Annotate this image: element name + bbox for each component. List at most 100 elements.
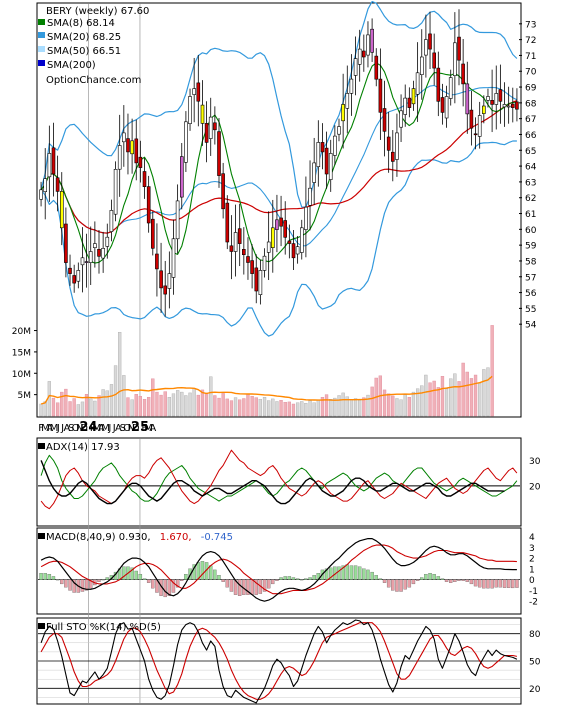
volume-bar [424,374,428,417]
macd-histogram-bar [498,579,503,588]
price-tick-label: 56 [525,289,537,299]
volume-bars [39,325,494,417]
macd-histogram-bar [399,579,403,592]
volume-bar [56,402,60,417]
sto-tick-label: 50 [529,658,541,668]
volume-bar [312,402,316,417]
price-tick-label: 58 [525,257,537,267]
price-tick-label: 69 [525,84,537,94]
volume-tick-label: 15M [12,348,31,358]
price-tick-label: 65 [525,147,536,157]
price-tick-label: 61 [525,210,536,220]
candle-body [370,28,374,53]
candle-body [200,104,205,124]
macd-histogram-bar [403,579,407,590]
volume-bar [246,393,250,417]
candle-body [481,105,486,114]
candle-body [229,245,234,252]
macd-histogram-bar [130,567,134,580]
price-tick-label: 64 [525,163,537,173]
macd-histogram-bar [511,579,515,589]
candle-body [448,77,453,99]
macd-histogram-bar [138,574,143,580]
adx-panel-frame [36,437,522,527]
volume-bar [167,397,171,417]
x-axis-label: M [101,423,110,434]
macd-histogram-bar [122,566,126,580]
candle-body [217,131,221,176]
macd-histogram-bar [469,579,474,585]
candle-body [188,96,192,125]
candle-body [378,78,383,113]
volume-bar [113,365,118,417]
volume-bar [370,386,374,417]
macd-histogram-bar [89,579,93,589]
volume-bar [64,388,68,417]
macd-histogram-bar [142,578,147,580]
macd-histogram-bar [134,570,138,580]
sto-k-line [40,619,518,704]
volume-bar [440,376,445,417]
macd-tick-label: 1 [529,565,535,575]
macd-histogram-bar [506,579,511,588]
volume-bar [403,394,407,417]
price-legend: BERY (weekly) 67.60 SMA(8) 68.14 SMA(20)… [38,6,149,86]
macd-histogram-bar [217,575,221,580]
volume-bar [329,399,333,417]
bollinger-lower [40,140,517,337]
volume-bar [358,400,362,417]
candle-body [341,104,345,122]
volume-bar [159,394,163,417]
volume-bar [395,398,399,417]
macd-histogram-bar [424,574,428,580]
candle-body [502,104,507,108]
x-axis-label: 24 [79,420,97,435]
volume-bar [101,389,105,417]
volume-bar [175,390,180,417]
price-tick-label: 59 [525,242,537,252]
candle-body [337,126,341,135]
macd-histogram-bar [225,579,229,588]
volume-bar [250,396,254,417]
candle-body [51,147,56,175]
candle-body [180,156,184,198]
volume-bar [304,403,308,417]
candle-body [88,251,93,263]
macd-tick-label: 0 [529,576,535,586]
volume-bar [296,402,300,417]
volume-bar [449,378,453,417]
candle-body [494,93,499,105]
candle-body [213,122,217,131]
macd-histogram-bar [341,565,345,580]
macd-histogram-bar [43,573,47,580]
volume-bar [117,332,122,417]
macd-tick-label: 3 [529,544,535,554]
candle-body [237,228,242,244]
candle-body [159,270,163,289]
x-axis-label: M [41,423,50,434]
sto-panel-frame [36,617,522,705]
volume-bar [51,397,56,417]
candle-body [262,255,267,271]
volume-bar [97,395,101,417]
candle-body [242,249,246,256]
macd-histogram-bar [60,579,64,585]
candle-body [312,162,317,183]
volume-bar [453,373,457,417]
macd-value: 0.930, [119,532,151,543]
x-axis-label: F [90,423,96,434]
x-axis-label: S [68,423,74,434]
volume-bar [316,399,320,417]
macd-histogram-bar [101,579,105,581]
macd-histogram-bar [300,579,304,581]
macd-histogram-bar [502,579,507,588]
candle-body [469,109,474,129]
candle-body [486,96,490,101]
candle-body [407,97,412,108]
candle-body [328,153,333,180]
candle-body [233,232,238,252]
volume-bar [382,389,387,417]
candle-body [59,191,64,229]
macd-histogram-bar [304,578,308,580]
volume-bar [254,397,258,417]
